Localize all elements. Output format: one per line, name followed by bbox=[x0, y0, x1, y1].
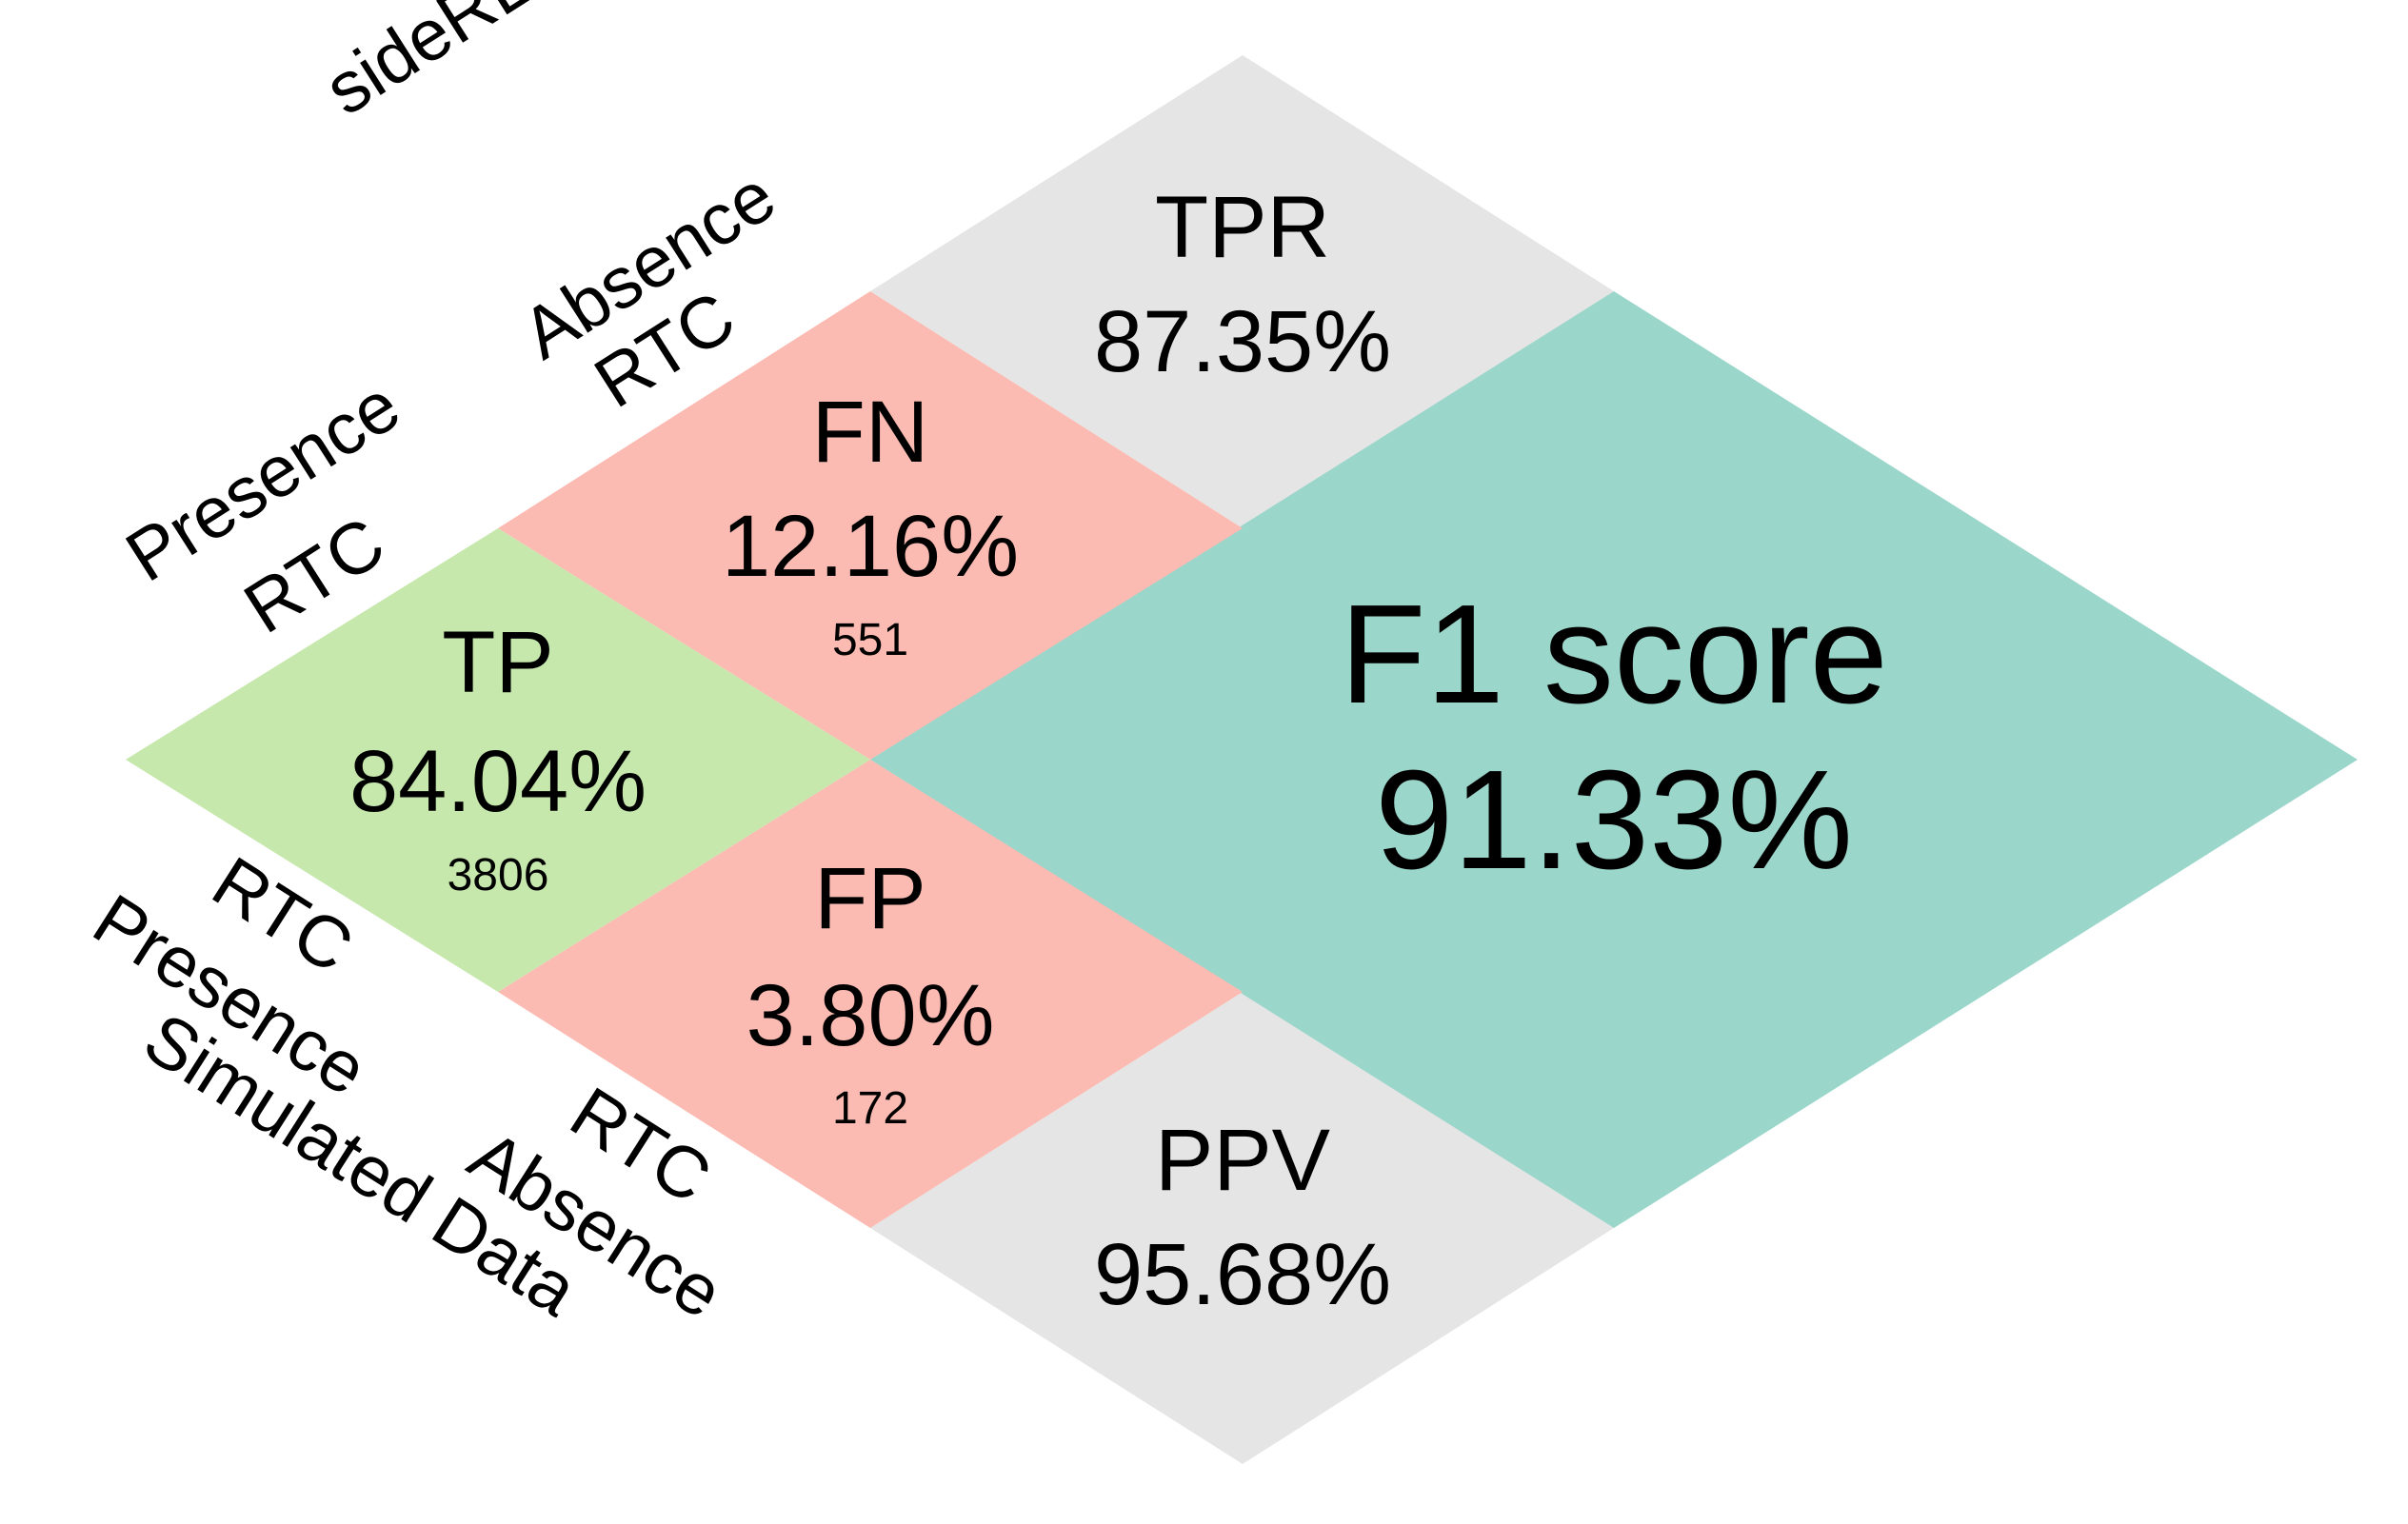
fn-count: 551 bbox=[832, 615, 908, 665]
tpr-cell bbox=[870, 55, 1614, 528]
top-axis-name: sideRETRO bbox=[311, 0, 681, 130]
tp-title: TP bbox=[442, 614, 554, 711]
ppv-title: PPV bbox=[1155, 1112, 1330, 1209]
f1-score-cell bbox=[870, 291, 2358, 1228]
ppv-value: 95.68% bbox=[1094, 1226, 1391, 1323]
fn-percent: 12.16% bbox=[722, 498, 1019, 595]
f1-title: F1 score bbox=[1340, 576, 1888, 733]
fn-title: FN bbox=[812, 384, 929, 481]
fp-title: FP bbox=[814, 850, 926, 947]
fn-cell bbox=[498, 291, 1243, 760]
tp-percent: 84.04% bbox=[349, 733, 647, 830]
fp-cell bbox=[498, 760, 1243, 1228]
fp-count: 172 bbox=[832, 1083, 908, 1134]
f1-value: 91.33% bbox=[1375, 742, 1853, 899]
tp-count: 3806 bbox=[448, 850, 549, 901]
tp-cell bbox=[126, 528, 870, 992]
tpr-title: TPR bbox=[1155, 179, 1330, 276]
tpr-value: 87.35% bbox=[1094, 293, 1391, 390]
fp-percent: 3.80% bbox=[746, 967, 995, 1064]
